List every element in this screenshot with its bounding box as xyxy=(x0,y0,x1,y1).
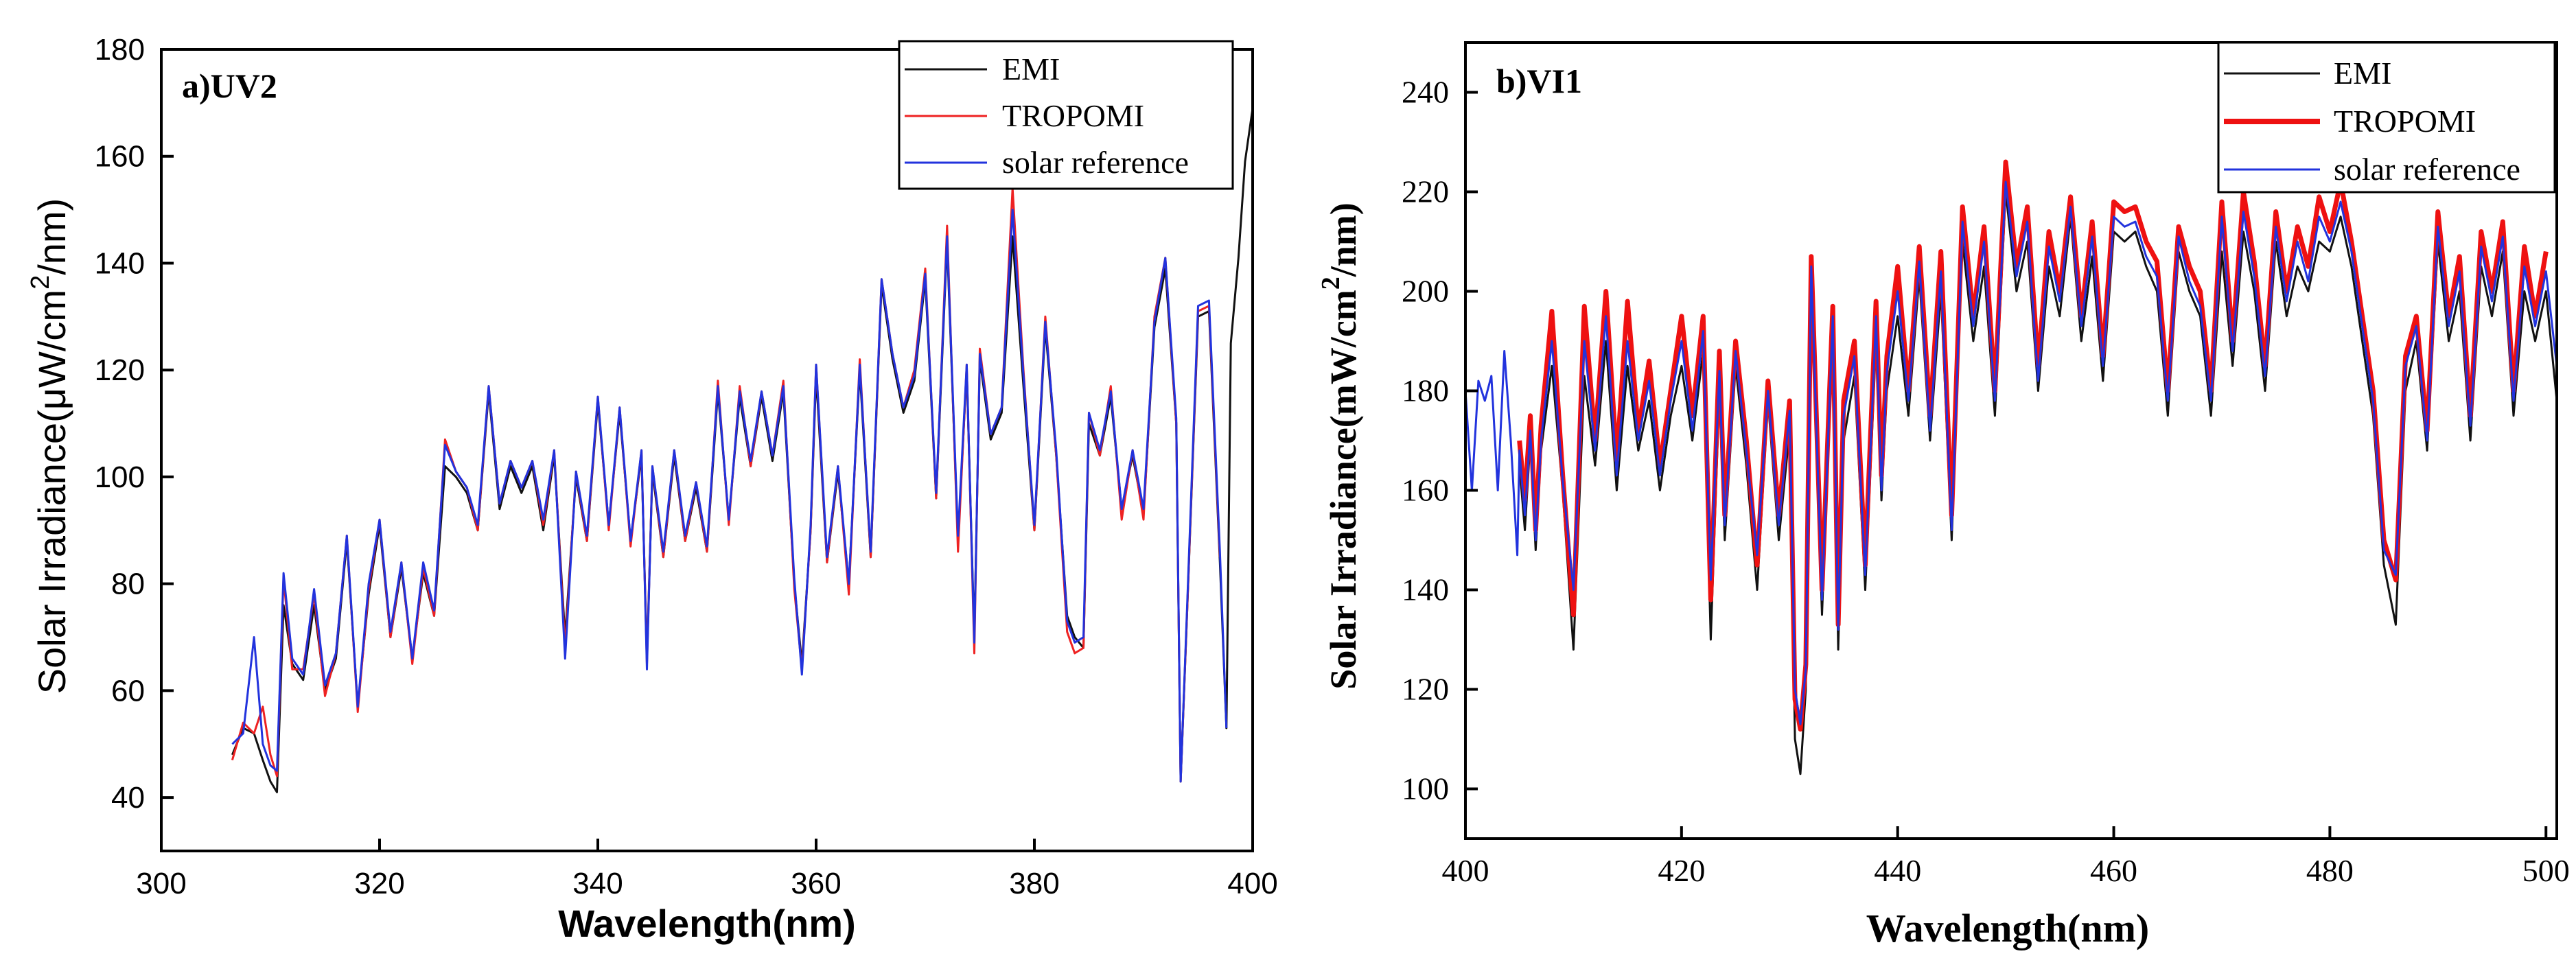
panel-b-legend-box xyxy=(2217,41,2556,194)
panel-a-legend-solar-reference: solar reference xyxy=(1002,145,1189,180)
panel-b-ytick-label-200: 200 xyxy=(1402,274,1449,309)
panel-a-xtick-label-340: 340 xyxy=(572,867,623,900)
panel-b-xlabel: Wavelength(nm) xyxy=(1866,906,2149,950)
panel-b-x-ticks: 400 420 440 460 480 500 xyxy=(1442,826,2570,888)
panel-b-xtick-label-420: 420 xyxy=(1658,853,1705,888)
panel-a-uv2: Solar Irradiance(μW/cm2/nm) 300 320 340 360… xyxy=(26,33,1278,945)
panel-a-xlabel: Wavelength(nm) xyxy=(558,902,855,945)
panel-b-xtick-label-400: 400 xyxy=(1442,853,1489,888)
panel-a-ytick-label-160: 160 xyxy=(95,140,145,174)
panel-a-y-ticks: 40 60 80 100 120 140 160 180 xyxy=(95,33,174,815)
panel-a-ylabel-text: Solar Irradiance(μW/cm2/nm) xyxy=(26,198,73,694)
panel-a-ytick-label-120: 120 xyxy=(95,353,145,387)
panel-b-ytick-label-160: 160 xyxy=(1402,473,1449,508)
panel-a-ytick-label-100: 100 xyxy=(95,460,145,494)
panel-b-xtick-label-440: 440 xyxy=(1874,853,1921,888)
panel-a-series-solar-reference xyxy=(231,209,1228,783)
panel-a-xtick-label-300: 300 xyxy=(136,867,186,900)
panel-b-xtick-label-500: 500 xyxy=(2522,853,2570,888)
panel-a-legend-tropomi: TROPOMI xyxy=(1002,98,1144,133)
panel-a-ytick-label-80: 80 xyxy=(111,568,145,601)
panel-a-xtick-label-400: 400 xyxy=(1227,867,1277,900)
panel-b-series-solar-reference xyxy=(1464,180,2558,725)
panel-b-ytick-label-100: 100 xyxy=(1402,771,1449,806)
panel-b-plot-frame xyxy=(1464,41,2558,840)
panel-a-xtick-label-320: 320 xyxy=(354,867,404,900)
panel-a-xtick-label-360: 360 xyxy=(791,867,841,900)
panel-b-vi1: Solar Irradiance(mW/cm2/nm) 400 420 440 460… xyxy=(1316,41,2570,950)
panel-b-ytick-label-180: 180 xyxy=(1402,373,1449,408)
panel-a-ytick-label-140: 140 xyxy=(95,246,145,280)
panel-a-plot-frame xyxy=(160,48,1254,852)
panel-a-x-ticks: 300 320 340 360 380 400 xyxy=(136,839,1278,900)
panel-b-series-tropomi xyxy=(1517,159,2549,732)
panel-a-ytick-label-40: 40 xyxy=(111,781,145,815)
panel-b-ytick-label-220: 220 xyxy=(1402,174,1449,209)
panel-b-series-group xyxy=(1464,159,2558,775)
panel-b-legend-solar-reference: solar reference xyxy=(2334,152,2520,187)
panel-b-ytick-label-140: 140 xyxy=(1402,572,1449,607)
panel-a-ytick-label-60: 60 xyxy=(111,674,145,708)
panel-a-legend-emi: EMI xyxy=(1002,51,1060,86)
panel-b-legend: EMI TROPOMI solar reference xyxy=(2217,41,2556,194)
panel-a-ylabel: Solar Irradiance(μW/cm2/nm) xyxy=(26,198,73,694)
panel-b-ylabel-text: Solar Irradiance(mW/cm2/nm) xyxy=(1316,202,1364,689)
panel-b-xtick-label-480: 480 xyxy=(2306,853,2354,888)
panel-a-title: a)UV2 xyxy=(182,67,277,105)
panel-b-legend-tropomi: TROPOMI xyxy=(2334,104,2476,139)
panel-a-legend: EMI TROPOMI solar reference xyxy=(898,40,1234,190)
panel-b-ylabel: Solar Irradiance(mW/cm2/nm) xyxy=(1316,202,1364,689)
panel-a-xtick-label-380: 380 xyxy=(1009,867,1059,900)
panel-b-ytick-label-240: 240 xyxy=(1402,75,1449,110)
panel-b-ytick-label-120: 120 xyxy=(1402,672,1449,707)
panel-b-xtick-label-460: 460 xyxy=(2090,853,2137,888)
panel-a-ytick-label-180: 180 xyxy=(95,33,145,67)
panel-a-series-group xyxy=(231,108,1254,793)
panel-b-title: b)VI1 xyxy=(1496,62,1582,100)
panel-b-legend-emi: EMI xyxy=(2334,56,2391,91)
panel-b-y-ticks: 100 120 140 160 180 200 220 240 xyxy=(1402,75,1478,806)
